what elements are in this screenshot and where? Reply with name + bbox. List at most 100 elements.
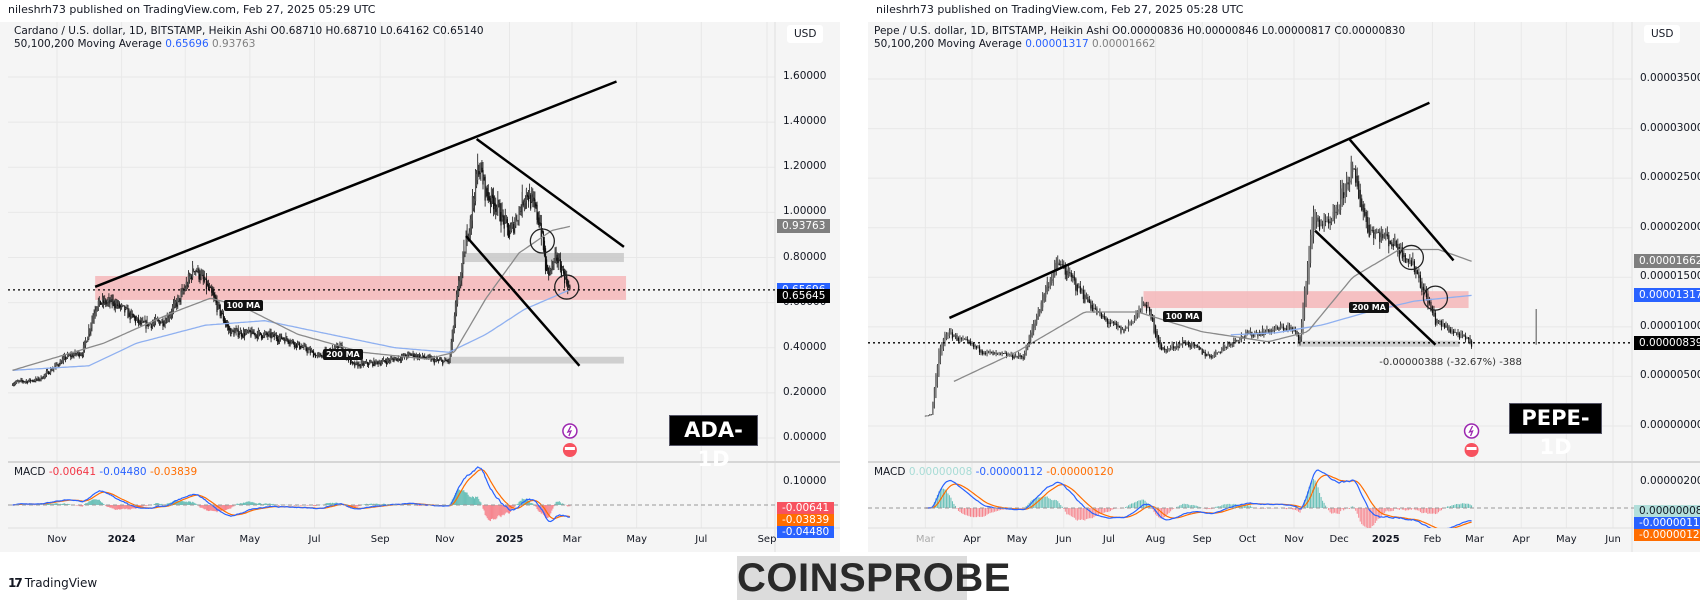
candle-body [361, 361, 363, 364]
candle-body [1252, 334, 1254, 336]
trendline[interactable] [94, 80, 617, 288]
macd-histogram-bar [1325, 505, 1327, 508]
candle-body [432, 358, 434, 359]
macd-histogram-bar [1126, 506, 1128, 508]
macd-histogram-bar [307, 505, 309, 506]
candle-body [1306, 263, 1309, 294]
macd-histogram-bar [1469, 504, 1471, 508]
candle-body [1170, 347, 1172, 349]
macd-histogram-bar [1320, 496, 1322, 508]
candle-body [555, 251, 557, 258]
macd-histogram-bar [1051, 500, 1053, 508]
macd-histogram-bar [1057, 501, 1059, 508]
candle-body [407, 352, 409, 357]
candle-body [567, 280, 569, 291]
macd-histogram-bar [559, 502, 561, 505]
candle-body [313, 354, 316, 356]
candle-body [1394, 236, 1396, 246]
candle-body [1461, 334, 1464, 336]
macd-histogram-bar [199, 505, 201, 508]
macd-histogram-bar [525, 498, 527, 505]
candle-body [1297, 332, 1300, 341]
price-axis-label: 1.40000 [783, 115, 827, 128]
macd-histogram-bar [114, 505, 116, 510]
candle-body [69, 354, 71, 356]
macd-histogram-bar [156, 503, 158, 505]
candle-body [181, 288, 183, 296]
macd-histogram-bar [1075, 508, 1077, 520]
highlight-circle[interactable] [554, 274, 580, 300]
macd-histogram-bar [506, 505, 508, 513]
candle-body [505, 218, 507, 220]
trendline[interactable] [475, 138, 625, 248]
candle-body [309, 349, 311, 354]
macd-histogram-bar [998, 508, 1000, 511]
highlight-circle[interactable] [529, 228, 555, 254]
macd-histogram-bar [1165, 508, 1167, 517]
macd-histogram-bar [988, 508, 990, 514]
candle-body [1024, 353, 1026, 358]
macd-histogram-bar [130, 505, 132, 509]
highlight-circle[interactable] [1398, 244, 1425, 271]
candle-body [286, 338, 288, 340]
trendline[interactable] [1314, 229, 1437, 346]
macd-histogram-bar [187, 501, 189, 505]
trendline[interactable] [1348, 138, 1455, 262]
chart-legend: Pepe / U.S. dollar, 1D, BITSTAMP, Heikin… [874, 25, 1405, 51]
macd-histogram-bar [1206, 508, 1208, 510]
macd-histogram-bar [178, 500, 180, 505]
tradingview-logo[interactable]: 17 TradingView [8, 576, 97, 590]
time-axis-label: Aug [1145, 534, 1166, 545]
macd-histogram-bar [980, 508, 982, 517]
candle-body [458, 280, 460, 296]
candle-body [524, 199, 526, 203]
candle-body [561, 267, 564, 271]
trendline[interactable] [465, 235, 581, 367]
candle-body [206, 283, 209, 286]
candle-body [111, 299, 113, 305]
candle-body [974, 345, 976, 347]
macd-histogram-bar [269, 503, 271, 505]
macd-histogram-bar [183, 501, 185, 505]
candle-body [1036, 315, 1038, 324]
candle-body [91, 318, 93, 328]
candle-body [544, 248, 547, 271]
candle-body [1383, 235, 1385, 237]
time-axis-label: May [1006, 534, 1028, 545]
candle-body [19, 380, 21, 382]
candle-body [1002, 353, 1005, 354]
candle-body [52, 368, 54, 371]
candle-body [977, 345, 979, 348]
macd-histogram-bar [227, 505, 229, 510]
macd-histogram-bar [537, 505, 539, 511]
candle-body [1318, 219, 1321, 230]
highlight-circle[interactable] [1422, 285, 1449, 311]
candle-body [303, 344, 305, 348]
candle-body [1012, 354, 1014, 359]
macd-histogram-bar [1194, 505, 1196, 508]
macd-histogram-bar [256, 503, 258, 505]
macd-histogram-bar [459, 489, 461, 505]
candle-body [252, 331, 254, 334]
candle-body [543, 240, 546, 256]
macd-histogram-bar [503, 505, 505, 516]
candle-body [243, 333, 246, 337]
currency-button[interactable]: USD [787, 25, 824, 43]
candle-body [216, 300, 218, 313]
candle-body [279, 333, 282, 339]
macd-histogram-bar [95, 499, 97, 505]
candle-body [1374, 232, 1376, 235]
candle-body [556, 254, 558, 261]
trendline[interactable] [948, 101, 1430, 320]
ma-label-tag: 200 MA [323, 349, 363, 361]
candle-body [1418, 272, 1420, 279]
candle-body [1210, 355, 1212, 358]
candle-body [1458, 333, 1461, 339]
candle-body [1195, 345, 1197, 346]
candle-body [292, 340, 294, 344]
candle-body [1108, 321, 1110, 325]
candle-body [399, 359, 401, 361]
candle-body [1246, 331, 1248, 335]
currency-button[interactable]: USD [1644, 25, 1681, 43]
candle-body [378, 362, 380, 364]
